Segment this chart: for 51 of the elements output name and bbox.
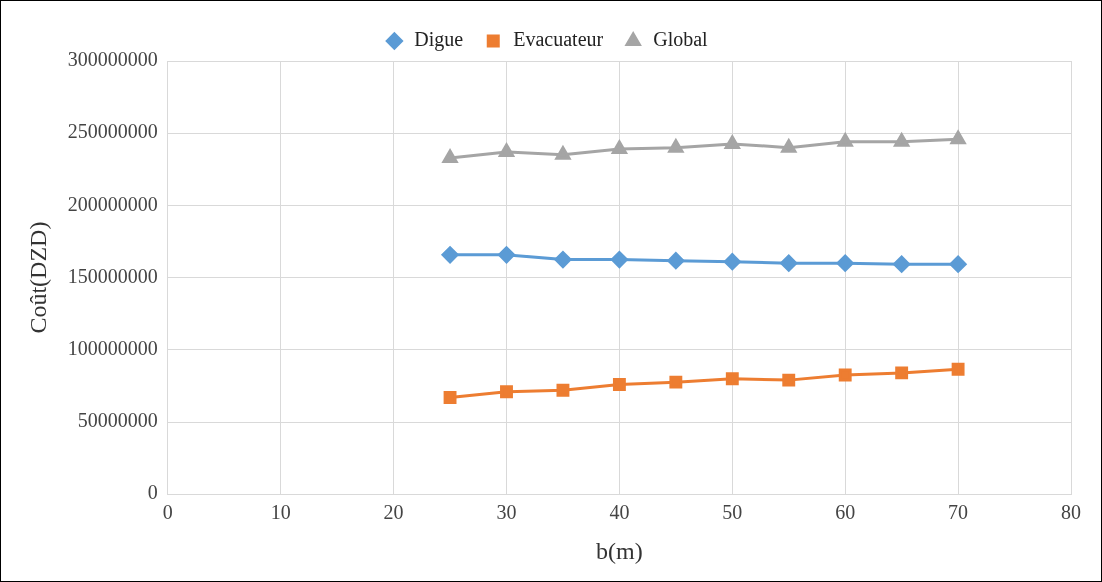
x-tick-label: 80 — [1061, 501, 1081, 524]
x-tick-label: 30 — [496, 501, 517, 524]
point — [669, 375, 683, 389]
y-tick-label: 100000000 — [67, 337, 158, 360]
point — [556, 383, 570, 397]
x-tick-label: 20 — [383, 501, 404, 524]
point — [723, 253, 741, 271]
x-tick-label: 10 — [270, 501, 291, 524]
point — [610, 251, 628, 269]
point — [443, 391, 457, 404]
point — [554, 251, 572, 269]
x-tick-label: 70 — [948, 501, 969, 524]
point — [612, 378, 626, 391]
y-tick-label: 50000000 — [77, 409, 158, 432]
x-tick-label: 40 — [609, 501, 630, 524]
x-axis-title: b(m) — [596, 537, 643, 564]
x-tick-label: 0 — [162, 501, 173, 524]
x-tick-label: 60 — [835, 501, 856, 524]
point — [836, 254, 854, 272]
y-tick-label: 300000000 — [67, 48, 158, 71]
point — [667, 252, 685, 270]
point — [894, 133, 910, 147]
point — [668, 139, 684, 153]
point — [441, 246, 459, 264]
point — [782, 373, 796, 387]
point — [442, 149, 458, 163]
point — [724, 135, 740, 149]
legend-label: Evacuateur — [513, 28, 604, 51]
point — [950, 130, 966, 145]
point — [500, 385, 513, 399]
point — [837, 133, 853, 147]
y-axis-title: Coût(DZD) — [24, 221, 51, 334]
point — [555, 146, 571, 160]
y-tick-label: 250000000 — [67, 120, 158, 143]
x-tick-label: 50 — [722, 501, 743, 524]
point — [780, 254, 798, 272]
legend-label: Global — [653, 28, 709, 51]
point — [781, 139, 797, 153]
point — [838, 368, 852, 382]
point — [498, 143, 515, 157]
y-tick-label: 150000000 — [67, 264, 158, 287]
point — [895, 366, 909, 380]
y-tick-label: 200000000 — [67, 192, 158, 215]
legend-label: Digue — [414, 28, 464, 52]
point — [893, 255, 911, 273]
point — [611, 140, 627, 155]
point — [498, 246, 515, 264]
y-tick-label: 0 — [147, 481, 158, 504]
point — [951, 362, 965, 376]
point — [949, 255, 967, 273]
point — [725, 372, 739, 386]
